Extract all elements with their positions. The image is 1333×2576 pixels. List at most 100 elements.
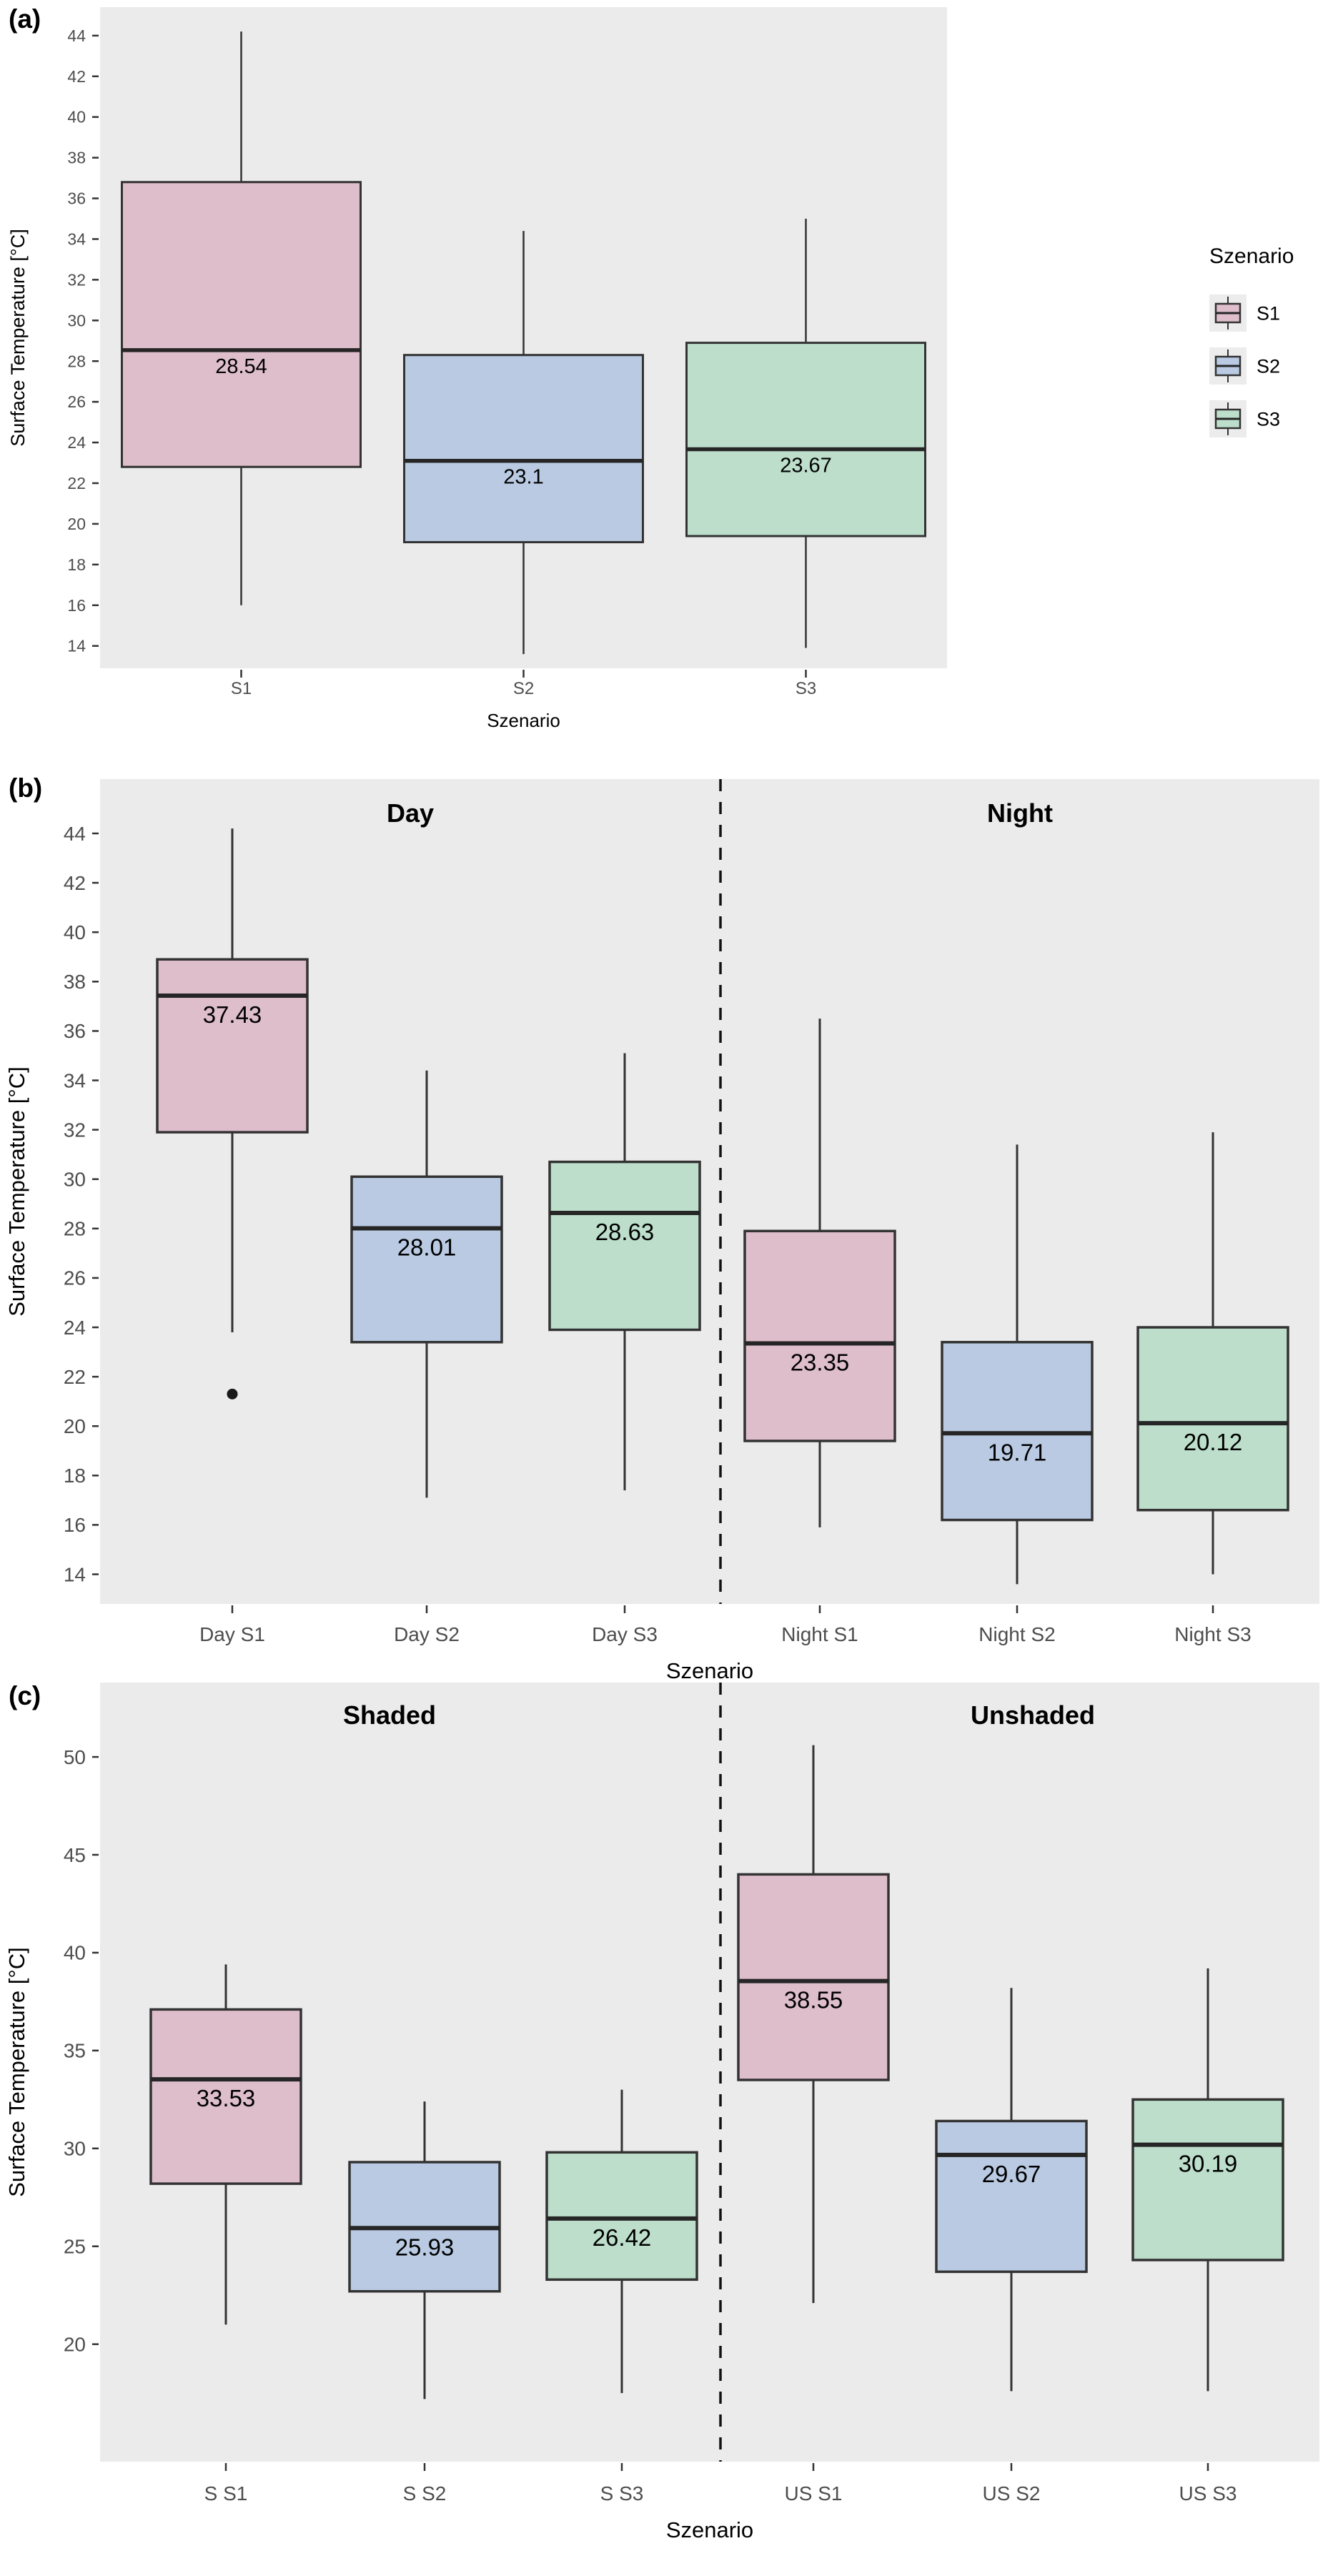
panel-b-chart: Day Night 14 16 18 20 22 24 26 28 30 32 34 36 38 40 42 44… — [4, 779, 1319, 1681]
panel-c-label: (c) — [9, 1681, 41, 1710]
box-day-s2 — [350, 1175, 503, 1344]
facet-title-night: Night — [987, 798, 1053, 828]
median-value-label-day-s2: 28.01 — [397, 1234, 457, 1260]
y-tick-label: 36 — [64, 1020, 86, 1042]
box-s1 — [121, 181, 362, 468]
y-tick-label: 28 — [64, 1218, 86, 1240]
y-axis-title: Surface Temperature [°C] — [4, 1947, 29, 2197]
legend-item-s2: S2 — [1209, 347, 1280, 385]
x-tick-label-us-s3: US S3 — [1179, 2482, 1237, 2505]
y-tick-label: 35 — [64, 2040, 86, 2062]
median-value-label-day-s3: 28.63 — [595, 1219, 655, 1245]
y-tick-label: 42 — [67, 67, 86, 86]
y-tick-label: 38 — [67, 149, 86, 167]
boxplot-night-s2: 19.71 — [941, 1144, 1094, 1585]
panel-a-chart: 14 16 18 20 22 24 26 28 30 32 34 36 38 40 42 44 S1 S2 S3 28… — [7, 7, 1294, 731]
median-value-label-day-s1: 37.43 — [203, 1001, 262, 1028]
y-tick-label: 18 — [67, 555, 86, 574]
box-us-s2 — [935, 2119, 1088, 2274]
x-tick-label-s1: S1 — [231, 679, 252, 698]
median-value-label-us-s2: 29.67 — [982, 2161, 1041, 2187]
box-us-s1 — [737, 1873, 890, 2081]
facet-title-day: Day — [387, 798, 434, 828]
y-tick-label: 22 — [67, 474, 86, 492]
box-day-s3 — [548, 1160, 701, 1332]
panel-c-chart: Shaded Unshaded 20 25 30 35 40 45 50 S S1 S S2 S S3… — [4, 1683, 1319, 2542]
median-value-label-s-s2: 25.93 — [395, 2234, 455, 2260]
x-tick-label-s-s2: S S2 — [403, 2482, 447, 2505]
x-tick-label-day-s1: Day S1 — [199, 1623, 265, 1645]
outlier-point-day-s1 — [227, 1388, 238, 1400]
y-tick-label: 40 — [67, 108, 86, 127]
box-s-s3 — [545, 2151, 698, 2282]
y-tick-label: 30 — [67, 311, 86, 330]
y-tick-label: 30 — [64, 2138, 86, 2160]
y-tick-label: 32 — [67, 270, 86, 289]
median-value-label-night-s3: 20.12 — [1184, 1429, 1243, 1455]
x-axis-title: Szenario — [666, 2517, 753, 2542]
y-tick-label: 36 — [67, 189, 86, 208]
facet-title-unshaded: Unshaded — [971, 1700, 1095, 1730]
boxplot-s-s3: 26.42 — [545, 2089, 698, 2394]
median-value-label-s-s1: 33.53 — [197, 2085, 256, 2111]
y-tick-label: 30 — [64, 1169, 86, 1191]
boxplot-s-s1: 33.53 — [149, 1964, 302, 2325]
y-tick-label: 26 — [64, 1267, 86, 1289]
x-tick-label-day-s3: Day S3 — [592, 1623, 658, 1645]
y-tick-label: 18 — [64, 1465, 86, 1487]
box-night-s3 — [1136, 1326, 1289, 1512]
x-tick-label-night-s3: Night S3 — [1174, 1623, 1251, 1645]
y-tick-label: 28 — [67, 352, 86, 370]
boxplot-night-s3: 20.12 — [1136, 1132, 1289, 1575]
x-tick-label-s-s1: S S1 — [204, 2482, 248, 2505]
x-tick-label-day-s2: Day S2 — [394, 1623, 460, 1645]
plot-background — [100, 1683, 1319, 2462]
x-tick-label-s3: S3 — [796, 679, 816, 698]
box-s-s1 — [149, 2008, 302, 2185]
panel-b: Day Night 14 16 18 20 22 24 26 28 30 32 34 36 38 40 42 44… — [0, 750, 1333, 1681]
median-value-label-s-s3: 26.42 — [593, 2224, 652, 2251]
x-tick-label-us-s2: US S2 — [983, 2482, 1041, 2505]
boxplot-us-s2: 29.67 — [935, 1988, 1088, 2392]
y-axis-title: Surface Temperature [°C] — [7, 229, 29, 446]
y-axis-title: Surface Temperature [°C] — [4, 1066, 29, 1317]
y-tick-label: 34 — [67, 230, 86, 249]
legend-item-s1: S1 — [1209, 294, 1280, 332]
median-value-label-night-s1: 23.35 — [791, 1349, 850, 1375]
panel-b-label: (b) — [9, 773, 43, 803]
y-tick-label: 34 — [64, 1069, 86, 1091]
boxplot-us-s1: 38.55 — [737, 1745, 890, 2304]
median-value-label-s2: 23.1 — [503, 466, 543, 489]
y-tick-label: 42 — [64, 872, 86, 894]
boxplot-us-s3: 30.19 — [1131, 1968, 1284, 2392]
x-tick-label-s2: S2 — [513, 679, 534, 698]
median-value-label-s1: 28.54 — [215, 355, 267, 378]
legend-item-s3: S3 — [1209, 400, 1280, 437]
x-axis-title: Szenario — [487, 710, 560, 731]
box-night-s2 — [941, 1341, 1094, 1522]
panel-a: 14 16 18 20 22 24 26 28 30 32 34 36 38 40 42 44 S1 S2 S3 28… — [0, 0, 1333, 750]
y-tick-label: 24 — [64, 1317, 86, 1339]
y-tick-label: 50 — [64, 1746, 86, 1768]
facet-title-shaded: Shaded — [343, 1700, 436, 1730]
x-tick-label-s-s3: S S3 — [600, 2482, 644, 2505]
legend-item-label: S3 — [1257, 408, 1280, 430]
y-tick-label: 20 — [67, 515, 86, 533]
y-tick-label: 14 — [67, 637, 86, 655]
median-value-label-s3: 23.67 — [780, 454, 832, 477]
y-tick-label: 32 — [64, 1119, 86, 1141]
y-tick-label: 45 — [64, 1844, 86, 1866]
legend-title: Szenario — [1209, 244, 1294, 268]
legend-item-label: S1 — [1257, 302, 1280, 324]
y-tick-label: 22 — [64, 1366, 86, 1388]
box-s2 — [403, 354, 644, 544]
y-tick-label: 20 — [64, 1415, 86, 1437]
y-tick-label: 44 — [67, 26, 86, 45]
y-tick-label: 24 — [67, 433, 86, 452]
legend: Szenario S1 S2 S3 — [1209, 244, 1294, 437]
x-tick-label-us-s1: US S1 — [785, 2482, 843, 2505]
x-tick-label-night-s2: Night S2 — [978, 1623, 1055, 1645]
y-tick-label: 38 — [64, 971, 86, 993]
y-tick-label: 40 — [64, 1942, 86, 1964]
boxplot-day-s3: 28.63 — [548, 1053, 701, 1491]
